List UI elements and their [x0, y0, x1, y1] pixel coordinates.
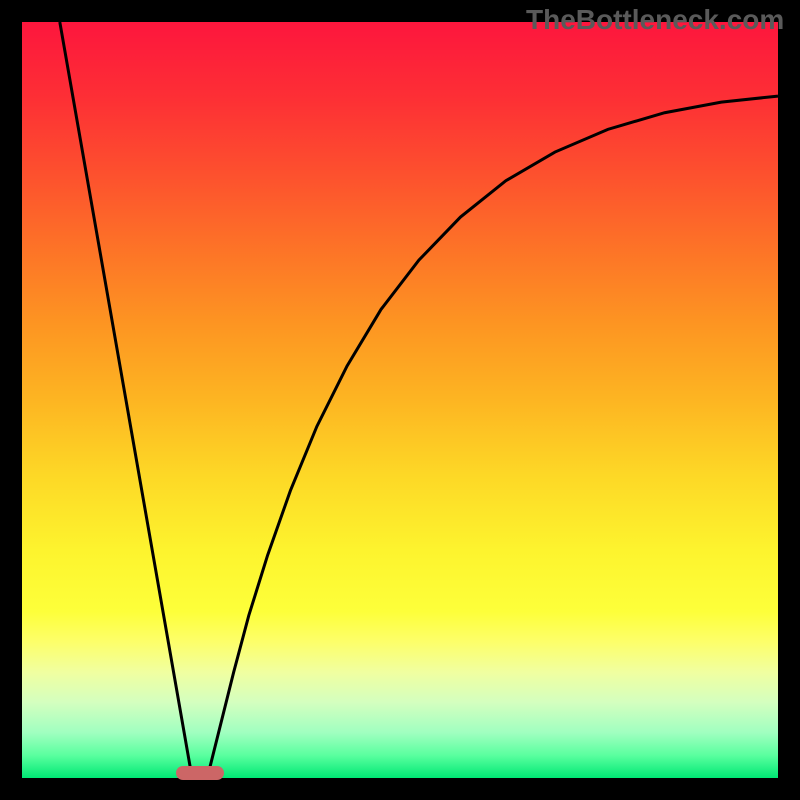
chart-container: TheBottleneck.com	[0, 0, 800, 800]
plot-area	[22, 22, 778, 778]
bottleneck-curve	[60, 22, 778, 778]
watermark-text: TheBottleneck.com	[526, 4, 784, 36]
curve-layer	[22, 22, 778, 778]
bottleneck-marker	[176, 766, 224, 780]
